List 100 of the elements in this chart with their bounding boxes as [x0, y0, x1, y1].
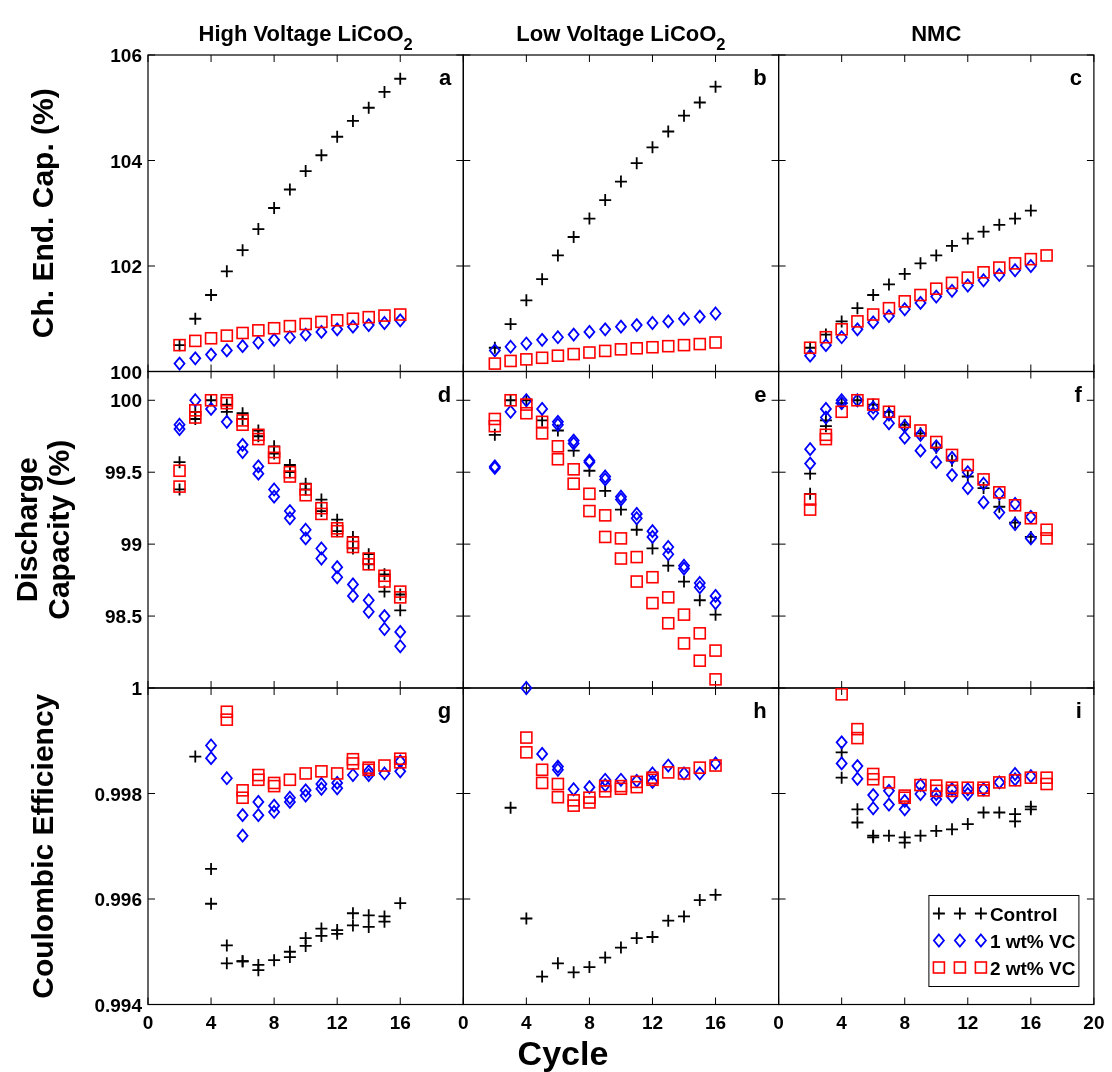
point — [867, 801, 880, 816]
point — [188, 311, 203, 326]
point — [709, 336, 722, 349]
point — [362, 318, 375, 332]
point — [362, 593, 375, 608]
point — [914, 443, 927, 458]
point — [535, 272, 550, 287]
point — [898, 295, 912, 308]
point — [393, 603, 408, 618]
point — [646, 766, 659, 781]
point — [661, 124, 676, 139]
point — [708, 887, 723, 902]
point — [866, 767, 880, 781]
y-tick-label: 0.996 — [94, 889, 142, 910]
point — [346, 757, 360, 770]
chart-title: NMC — [911, 21, 962, 46]
point — [252, 808, 265, 823]
point — [567, 477, 580, 491]
point — [677, 909, 691, 924]
point — [283, 504, 296, 518]
point — [804, 442, 817, 457]
point — [851, 759, 864, 773]
point — [173, 464, 186, 478]
point — [220, 414, 233, 429]
point — [866, 308, 880, 321]
point — [331, 322, 344, 337]
point — [913, 256, 928, 271]
point — [898, 302, 911, 317]
point — [236, 437, 249, 452]
point — [913, 828, 928, 843]
legend-label: Control — [989, 903, 1058, 925]
annotation: g — [437, 698, 452, 723]
point — [677, 338, 691, 352]
point — [661, 616, 675, 630]
point — [929, 435, 943, 449]
point — [283, 795, 296, 809]
point — [803, 503, 817, 516]
x-tick-label: 0 — [142, 1011, 154, 1033]
point — [551, 330, 564, 345]
point — [378, 622, 391, 636]
point — [583, 796, 596, 809]
point — [268, 489, 281, 504]
point — [850, 815, 865, 830]
point — [236, 784, 249, 797]
point — [929, 248, 944, 263]
point — [803, 493, 817, 506]
point — [283, 330, 296, 345]
point — [205, 738, 217, 753]
point — [236, 808, 249, 823]
point — [567, 327, 580, 342]
point — [1024, 259, 1037, 273]
point — [567, 347, 580, 361]
legend-label: 2 wt% VC — [989, 957, 1076, 979]
point — [267, 201, 282, 215]
point — [629, 931, 644, 945]
point — [566, 965, 581, 980]
point — [535, 776, 549, 790]
point — [535, 427, 549, 440]
point — [362, 552, 376, 565]
annotation: f — [1074, 381, 1083, 407]
point — [220, 343, 233, 358]
point — [662, 314, 675, 329]
point — [393, 587, 408, 602]
point — [993, 268, 1006, 282]
point — [866, 288, 881, 302]
point — [850, 301, 865, 316]
point — [283, 511, 296, 526]
point — [629, 522, 644, 537]
point — [1023, 203, 1038, 218]
point — [804, 456, 817, 471]
point — [252, 768, 265, 782]
point — [267, 321, 281, 335]
point — [867, 406, 880, 421]
point — [977, 473, 990, 486]
point — [614, 532, 628, 545]
point — [252, 324, 265, 337]
point — [897, 267, 912, 281]
point — [819, 428, 833, 442]
point — [898, 430, 911, 445]
x-tick-label: 12 — [641, 1011, 664, 1033]
point — [961, 787, 974, 801]
point — [1040, 249, 1053, 262]
point — [173, 356, 186, 371]
point — [503, 317, 518, 331]
point — [678, 311, 690, 326]
point — [205, 347, 217, 362]
point — [535, 763, 549, 777]
point — [299, 788, 312, 803]
point — [299, 783, 312, 798]
point — [851, 315, 864, 328]
point — [362, 310, 376, 324]
point — [551, 777, 565, 791]
point — [630, 780, 644, 794]
point — [646, 316, 659, 330]
point — [314, 148, 329, 163]
point — [851, 722, 864, 736]
point — [252, 466, 265, 481]
point — [330, 512, 345, 527]
annotation: a — [439, 65, 453, 90]
point — [709, 589, 722, 603]
